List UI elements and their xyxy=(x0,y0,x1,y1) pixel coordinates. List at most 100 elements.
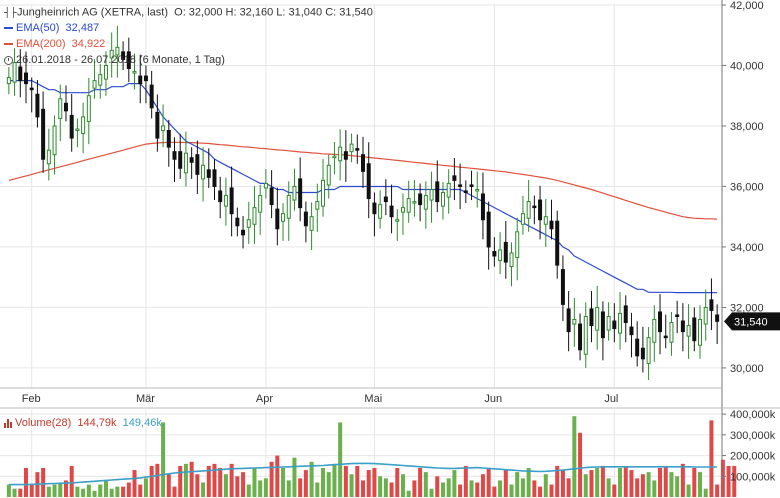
volume-bar xyxy=(640,474,645,497)
x-tick-label: Jun xyxy=(484,393,502,405)
candle-body xyxy=(81,116,86,135)
volume-bar xyxy=(281,468,286,497)
candle-body xyxy=(281,213,286,222)
y-tick-label: 40,000 xyxy=(730,60,764,72)
candle-body xyxy=(600,311,605,339)
candle-body xyxy=(658,311,663,333)
volume-bar xyxy=(212,463,217,497)
vol-tick-label: 200,000k xyxy=(730,451,776,463)
volume-bar xyxy=(69,465,74,497)
candle-body xyxy=(623,305,628,324)
candle-body xyxy=(109,49,114,59)
legend-volume[interactable]: Volume(28) 144,79k 149,46k xyxy=(4,417,162,430)
volume-bar xyxy=(12,488,17,497)
volume-bar xyxy=(458,484,463,497)
volume-bar xyxy=(509,484,514,497)
candle-body xyxy=(595,306,600,331)
date-range[interactable]: 26.01.2018 - 26.07.2018 (6 Monate, 1 Tag… xyxy=(4,54,225,67)
volume-bar xyxy=(92,490,97,497)
volume-bar xyxy=(195,474,200,497)
volume-bar xyxy=(41,468,46,497)
volume-bar xyxy=(595,468,600,497)
volume-bar xyxy=(189,461,194,497)
volume-bar xyxy=(395,468,400,497)
volume-bar xyxy=(412,480,417,497)
candle-body xyxy=(166,130,171,148)
candle-body xyxy=(640,347,645,360)
volume-average xyxy=(8,462,718,486)
volume-bar xyxy=(292,457,297,497)
candle-body xyxy=(646,337,651,364)
candle-body xyxy=(286,195,291,219)
candle-body xyxy=(566,308,571,333)
volume-bar xyxy=(423,472,428,497)
candle-body xyxy=(326,164,331,186)
candle-body xyxy=(589,308,594,327)
volume-bar xyxy=(275,455,280,497)
volume-bar xyxy=(326,472,331,497)
volume-bar xyxy=(183,463,188,497)
candle-body xyxy=(69,114,74,139)
volume-bar xyxy=(406,490,411,497)
volume-bar xyxy=(229,463,234,497)
volume-bar xyxy=(218,468,223,497)
volume-bar xyxy=(480,474,485,497)
candle-body xyxy=(23,72,28,85)
legend-ema50[interactable]: EMA(50) 32,487 xyxy=(4,22,99,35)
legend-ema200[interactable]: EMA(200) 34,922 xyxy=(4,38,105,51)
volume-bar xyxy=(52,484,57,497)
x-tick-label: Feb xyxy=(22,393,41,405)
volume-bar xyxy=(263,478,268,497)
volume-bar xyxy=(343,465,348,497)
candle-body xyxy=(235,217,240,227)
volume-bar xyxy=(475,482,480,497)
y-tick-label: 38,000 xyxy=(730,121,764,133)
volume-bar xyxy=(178,465,183,497)
candle-body xyxy=(303,211,308,227)
candle-body xyxy=(618,312,623,334)
volume-bar xyxy=(86,484,91,497)
volume-bar xyxy=(635,478,640,497)
candle-body xyxy=(560,269,565,305)
ema50-swatch xyxy=(4,27,13,30)
volume-bar xyxy=(463,465,468,497)
volume-bar xyxy=(486,468,491,497)
volume-bar xyxy=(549,484,554,497)
volume-bar xyxy=(623,465,628,497)
volume-bar xyxy=(669,472,674,497)
candle-body xyxy=(669,322,674,343)
candle-body xyxy=(332,155,337,159)
volume-bar xyxy=(269,461,274,497)
volume-bar xyxy=(23,468,28,497)
volume-bar xyxy=(149,465,154,497)
candle-body xyxy=(503,241,508,263)
candle-body xyxy=(486,211,491,248)
candle-body xyxy=(629,326,634,336)
candle-body xyxy=(195,154,200,175)
candle-body xyxy=(435,181,440,203)
candle-body xyxy=(349,143,354,153)
candle-body xyxy=(520,213,525,225)
chart-title: ┤├Jungheinrich AG (XETRA, last) O: 32,00… xyxy=(4,6,373,19)
volume-bar xyxy=(235,476,240,497)
volume-bar xyxy=(366,470,371,497)
candle-body xyxy=(366,163,371,200)
candle-body xyxy=(452,175,457,181)
ohlc-values: O: 32,000 H: 32,160 L: 31,040 C: 31,540 xyxy=(174,6,373,19)
candle-body xyxy=(189,157,194,163)
volume-bars-icon xyxy=(4,418,13,428)
candle-body xyxy=(121,51,126,60)
volume-bar xyxy=(201,482,206,497)
volume-bar xyxy=(138,484,143,497)
candle-body xyxy=(389,205,394,218)
candle-body xyxy=(98,74,103,86)
candle-body xyxy=(680,320,685,333)
volume-bar xyxy=(29,484,34,497)
volume-bar xyxy=(378,476,383,497)
volume-bar xyxy=(538,486,543,497)
volume-bar xyxy=(715,484,720,497)
candle-body xyxy=(635,338,640,357)
candle-body xyxy=(709,299,714,311)
candle-body xyxy=(132,71,137,74)
y-tick-label: 32,000 xyxy=(730,302,764,314)
